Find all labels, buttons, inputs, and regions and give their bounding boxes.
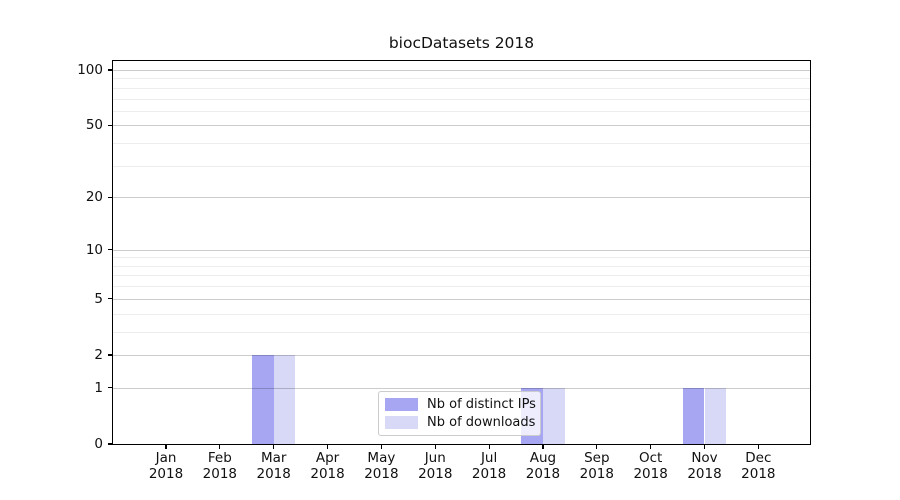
gridline-minor — [113, 110, 810, 112]
gridline-minor — [113, 143, 810, 145]
x-tick-mark — [273, 444, 275, 449]
y-tick-mark — [108, 298, 113, 300]
x-tick-mark — [757, 444, 759, 449]
gridline-major — [113, 298, 810, 300]
x-tick-mark — [219, 444, 221, 449]
gridline-minor — [113, 286, 810, 288]
y-tick-label: 10 — [85, 241, 103, 258]
legend-swatch-downloads — [385, 416, 418, 429]
y-tick-mark — [108, 249, 113, 251]
x-tick-label: Oct 2018 — [633, 450, 668, 482]
legend: Nb of distinct IPs Nb of downloads — [378, 391, 541, 436]
x-tick-mark — [326, 444, 329, 449]
bar-downloads — [273, 354, 296, 444]
chart-title: biocDatasets 2018 — [388, 34, 535, 52]
legend-entry-downloads: Nb of downloads — [385, 415, 536, 430]
y-tick-label: 1 — [94, 379, 103, 396]
x-tick-mark — [165, 444, 167, 449]
bar-downloads — [542, 387, 565, 444]
bar-distinct-ips — [252, 354, 274, 444]
x-tick-mark — [596, 444, 598, 449]
x-tick-label: Jul 2018 — [471, 450, 507, 482]
gridline-minor — [113, 87, 810, 89]
bar-downloads — [704, 387, 727, 444]
gridline-minor — [113, 275, 810, 277]
x-tick-label: Sep 2018 — [579, 450, 614, 482]
y-tick-mark — [108, 124, 113, 126]
gridline-minor — [113, 165, 810, 167]
x-tick-label: Mar 2018 — [256, 450, 291, 482]
x-tick-label: Nov 2018 — [687, 450, 722, 482]
x-tick-label: Apr 2018 — [310, 450, 345, 482]
y-tick-label: 50 — [85, 117, 103, 134]
x-tick-label: May 2018 — [364, 450, 399, 482]
x-tick-mark — [488, 444, 490, 449]
gridline-minor — [113, 78, 810, 80]
legend-label-distinct-ips: Nb of distinct IPs — [427, 397, 536, 412]
y-tick-label: 20 — [85, 189, 103, 206]
gridline-major — [113, 354, 810, 356]
plot-area: Nb of distinct IPs Nb of downloads — [112, 60, 811, 445]
gridline-minor — [113, 257, 810, 259]
y-tick-mark — [108, 354, 113, 356]
x-tick-mark — [650, 444, 652, 449]
gridline-minor — [113, 265, 810, 267]
x-tick-mark — [434, 444, 436, 449]
bar-distinct-ips — [682, 387, 705, 444]
x-tick-mark — [380, 444, 382, 449]
y-tick-label: 5 — [94, 290, 103, 307]
gridline-major — [113, 249, 810, 251]
gridline-major — [113, 70, 810, 71]
y-tick-mark — [108, 69, 113, 71]
y-tick-mark — [108, 443, 113, 445]
gridline-major — [113, 125, 810, 127]
gridline-minor — [113, 98, 810, 100]
x-tick-label: Dec 2018 — [741, 450, 776, 482]
legend-label-downloads: Nb of downloads — [427, 415, 536, 430]
x-tick-mark — [703, 444, 706, 449]
x-tick-label: Jan 2018 — [148, 450, 184, 482]
y-tick-label: 2 — [94, 346, 103, 363]
x-tick-label: Aug 2018 — [525, 450, 561, 482]
legend-entry-distinct-ips: Nb of distinct IPs — [385, 397, 536, 412]
x-tick-mark — [542, 444, 544, 449]
gridline-minor — [113, 331, 810, 333]
gridline-minor — [113, 313, 810, 315]
y-tick-mark — [108, 387, 113, 389]
y-tick-mark — [108, 196, 113, 198]
legend-swatch-distinct-ips — [385, 398, 418, 411]
x-tick-label: Jun 2018 — [418, 450, 453, 482]
y-tick-label: 0 — [94, 436, 103, 452]
gridline-major — [113, 387, 810, 389]
gridline-major — [113, 197, 810, 199]
y-tick-label: 100 — [77, 62, 103, 78]
x-tick-label: Feb 2018 — [202, 450, 238, 482]
